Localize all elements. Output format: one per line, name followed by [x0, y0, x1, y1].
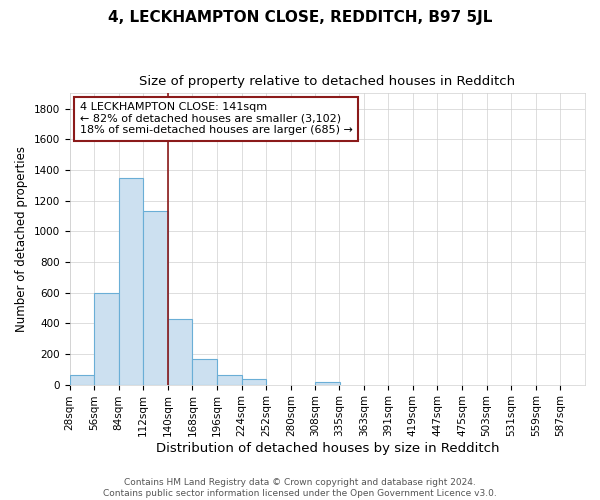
X-axis label: Distribution of detached houses by size in Redditch: Distribution of detached houses by size … — [155, 442, 499, 455]
Text: 4, LECKHAMPTON CLOSE, REDDITCH, B97 5JL: 4, LECKHAMPTON CLOSE, REDDITCH, B97 5JL — [108, 10, 492, 25]
Bar — [242, 379, 266, 384]
Bar — [316, 382, 340, 384]
Text: 4 LECKHAMPTON CLOSE: 141sqm
← 82% of detached houses are smaller (3,102)
18% of : 4 LECKHAMPTON CLOSE: 141sqm ← 82% of det… — [80, 102, 353, 136]
Text: Contains HM Land Registry data © Crown copyright and database right 2024.
Contai: Contains HM Land Registry data © Crown c… — [103, 478, 497, 498]
Bar — [119, 178, 143, 384]
Bar — [193, 358, 217, 384]
Bar — [94, 292, 119, 384]
Bar — [70, 376, 94, 384]
Y-axis label: Number of detached properties: Number of detached properties — [15, 146, 28, 332]
Title: Size of property relative to detached houses in Redditch: Size of property relative to detached ho… — [139, 75, 515, 88]
Bar — [143, 212, 168, 384]
Bar — [168, 318, 193, 384]
Bar — [217, 374, 242, 384]
